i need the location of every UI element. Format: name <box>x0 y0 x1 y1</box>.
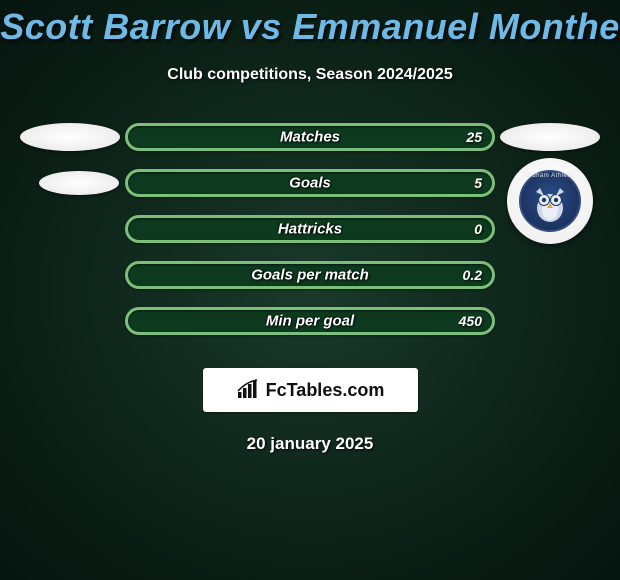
stat-row: Matches 25 <box>15 114 605 160</box>
stat-bar: Matches 25 <box>125 123 495 151</box>
stat-value: 5 <box>474 175 482 191</box>
stat-bar: Goals per match 0.2 <box>125 261 495 289</box>
crest-top-text: Oldham Athletic <box>519 173 581 179</box>
left-badge-slot <box>15 298 125 344</box>
stat-label: Matches <box>280 129 340 146</box>
right-badge-slot <box>495 206 605 252</box>
stat-bar: Hattricks 0 <box>125 215 495 243</box>
stat-value: 0.2 <box>463 267 482 283</box>
brand-label: FcTables.com <box>266 380 385 401</box>
stat-value: 450 <box>459 313 482 329</box>
stat-value: 25 <box>466 129 482 145</box>
left-badge-slot <box>15 252 125 298</box>
stat-row: Goals per match 0.2 <box>15 252 605 298</box>
bars-icon <box>236 378 260 402</box>
page-title: Scott Barrow vs Emmanuel Monthe <box>0 0 620 48</box>
stat-bar: Min per goal 450 <box>125 307 495 335</box>
subtitle: Club competitions, Season 2024/2025 <box>0 66 620 84</box>
stat-row: Min per goal 450 <box>15 298 605 344</box>
left-badge-slot <box>15 114 125 160</box>
right-badge-slot <box>495 298 605 344</box>
stat-bar: Goals 5 <box>125 169 495 197</box>
team-badge-placeholder <box>500 123 600 151</box>
right-badge-slot <box>495 252 605 298</box>
team-badge-placeholder <box>20 123 120 151</box>
brand-badge[interactable]: FcTables.com <box>203 368 418 412</box>
stat-label: Min per goal <box>266 313 354 330</box>
stat-label: Hattricks <box>278 221 342 238</box>
stat-value: 0 <box>474 221 482 237</box>
right-badge-slot <box>495 114 605 160</box>
stat-row: Hattricks 0 <box>15 206 605 252</box>
right-badge-slot: Oldham Athletic <box>495 160 605 206</box>
stat-label: Goals <box>289 175 331 192</box>
stat-label: Goals per match <box>251 267 369 284</box>
stats-block: Matches 25 Goals 5 Oldham Athletic <box>15 114 605 344</box>
left-badge-slot <box>15 206 125 252</box>
date-line: 20 january 2025 <box>0 434 620 454</box>
left-badge-slot <box>15 160 125 206</box>
stat-row: Goals 5 Oldham Athletic <box>15 160 605 206</box>
team-badge-placeholder <box>39 171 119 195</box>
